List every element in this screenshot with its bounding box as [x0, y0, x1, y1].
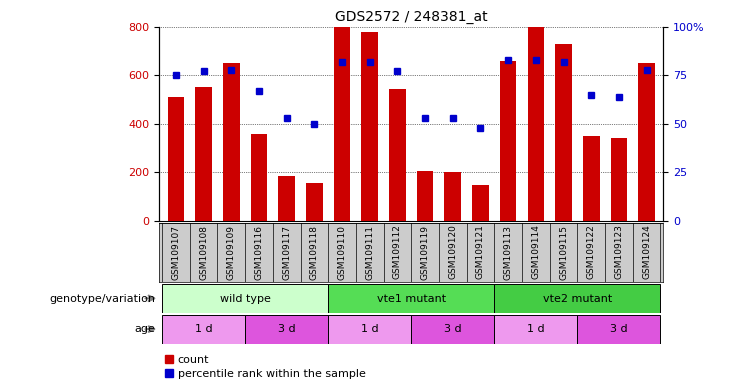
Bar — [245, 315, 328, 344]
Bar — [528, 27, 544, 221]
Text: GSM109117: GSM109117 — [282, 225, 291, 280]
Bar — [279, 176, 295, 221]
Bar — [333, 27, 350, 221]
Bar — [196, 88, 212, 221]
Text: genotype/variation: genotype/variation — [50, 293, 156, 304]
Text: GSM109119: GSM109119 — [421, 225, 430, 280]
Bar — [638, 63, 655, 221]
Text: GSM109107: GSM109107 — [171, 225, 180, 280]
Bar — [472, 185, 489, 221]
Text: GSM109120: GSM109120 — [448, 225, 457, 280]
Text: GSM109112: GSM109112 — [393, 225, 402, 280]
Text: 3 d: 3 d — [610, 324, 628, 334]
Text: GSM109122: GSM109122 — [587, 225, 596, 279]
Text: wild type: wild type — [219, 293, 270, 304]
Bar — [611, 138, 627, 221]
Text: GSM109113: GSM109113 — [504, 225, 513, 280]
Bar — [328, 284, 494, 313]
Text: percentile rank within the sample: percentile rank within the sample — [178, 369, 366, 379]
Text: GSM109123: GSM109123 — [614, 225, 623, 280]
Bar — [389, 89, 406, 221]
Text: GSM109114: GSM109114 — [531, 225, 540, 280]
Bar — [500, 61, 516, 221]
Bar — [577, 315, 660, 344]
Text: 1 d: 1 d — [195, 324, 213, 334]
Text: 3 d: 3 d — [278, 324, 296, 334]
Bar — [416, 171, 433, 221]
Text: 1 d: 1 d — [527, 324, 545, 334]
Bar — [306, 183, 322, 221]
Bar — [494, 284, 660, 313]
Bar — [223, 63, 239, 221]
Text: 3 d: 3 d — [444, 324, 462, 334]
Text: GSM109111: GSM109111 — [365, 225, 374, 280]
Text: 1 d: 1 d — [361, 324, 379, 334]
Bar — [162, 284, 328, 313]
Bar — [362, 32, 378, 221]
Bar — [583, 136, 599, 221]
Bar — [445, 172, 461, 221]
Text: vte2 mutant: vte2 mutant — [542, 293, 612, 304]
Text: GSM109108: GSM109108 — [199, 225, 208, 280]
Text: age: age — [135, 324, 156, 334]
Bar — [411, 315, 494, 344]
Bar — [250, 134, 268, 221]
Bar — [162, 315, 245, 344]
Text: GSM109124: GSM109124 — [642, 225, 651, 279]
Bar — [328, 315, 411, 344]
Bar — [555, 44, 572, 221]
Text: count: count — [178, 355, 210, 365]
Bar — [167, 97, 185, 221]
Text: GSM109115: GSM109115 — [559, 225, 568, 280]
Text: GSM109121: GSM109121 — [476, 225, 485, 280]
Text: GSM109118: GSM109118 — [310, 225, 319, 280]
Text: vte1 mutant: vte1 mutant — [376, 293, 446, 304]
Text: GSM109116: GSM109116 — [254, 225, 264, 280]
Text: GSM109110: GSM109110 — [338, 225, 347, 280]
Title: GDS2572 / 248381_at: GDS2572 / 248381_at — [335, 10, 488, 25]
Bar — [494, 315, 577, 344]
Text: GSM109109: GSM109109 — [227, 225, 236, 280]
